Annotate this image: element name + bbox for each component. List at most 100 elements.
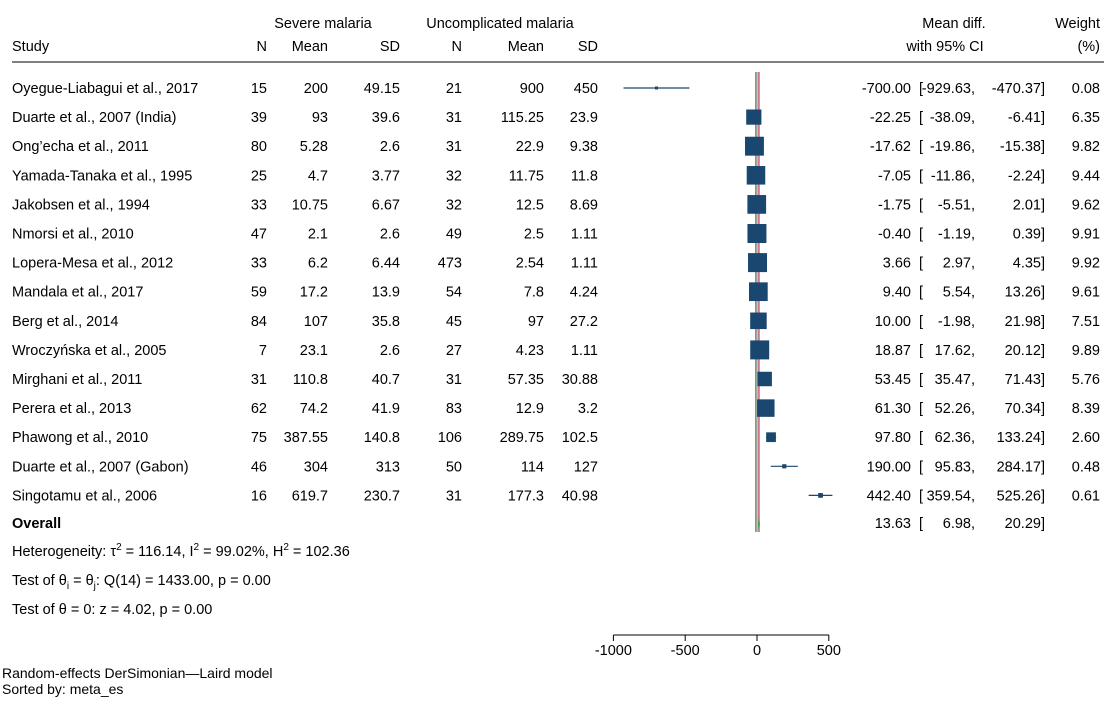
mean-uncomplicated: 11.75 <box>509 168 544 184</box>
mean-severe: 23.1 <box>300 343 328 359</box>
sd-uncomplicated: 11.8 <box>571 168 598 184</box>
effect-size: -700.00 <box>862 81 911 97</box>
n-uncomplicated: 49 <box>446 227 462 243</box>
ci-lower: 17.62, <box>935 343 975 359</box>
ci-lower: 52.26, <box>935 401 975 417</box>
effect-marker <box>745 136 764 156</box>
effect-size: -22.25 <box>870 110 911 126</box>
ci-upper: -6.41] <box>1008 110 1045 126</box>
mean-uncomplicated: 2.5 <box>524 227 544 243</box>
n-severe: 47 <box>251 227 267 243</box>
effect-size: 61.30 <box>875 401 911 417</box>
mean-severe: 6.2 <box>308 256 328 272</box>
sd-uncomplicated: 40.98 <box>562 488 598 504</box>
study-name: Wroczyńska et al., 2005 <box>12 343 166 359</box>
n-severe: 84 <box>251 314 267 330</box>
effect-size: 18.87 <box>875 343 911 359</box>
ci-lower: -929.63, <box>922 81 975 97</box>
footnote-model: Random-effects DerSimonian—Laird model <box>2 665 273 681</box>
header-weight-line1: Weight <box>1055 16 1100 32</box>
ci-lower: 62.36, <box>935 430 975 446</box>
effect-marker <box>748 282 768 302</box>
ci-upper: 13.26] <box>1005 285 1045 301</box>
effect-marker <box>746 166 766 185</box>
x-axis-tick-label: -500 <box>671 643 700 659</box>
sd-severe: 41.9 <box>372 401 400 417</box>
sd-severe: 6.67 <box>372 197 400 213</box>
sd-severe: 39.6 <box>372 110 400 126</box>
header-sd2: SD <box>578 39 598 55</box>
mean-uncomplicated: 12.5 <box>516 197 544 213</box>
effect-marker <box>747 224 767 243</box>
weight-value: 5.76 <box>1072 372 1100 388</box>
sd-uncomplicated: 1.11 <box>571 343 598 359</box>
mean-uncomplicated: 900 <box>520 81 544 97</box>
table-row: Oyegue-Liabagui et al., 2017 15 200 49.15 21… <box>12 81 1100 97</box>
effect-size: -0.40 <box>878 227 911 243</box>
n-severe: 80 <box>251 139 267 155</box>
ci-lower: -38.09, <box>930 110 975 126</box>
effect-marker <box>782 464 787 469</box>
study-name: Mirghani et al., 2011 <box>12 372 142 388</box>
table-row: Lopera-Mesa et al., 2012 33 6.2 6.44 473 2.54… <box>12 253 1100 273</box>
n-severe: 39 <box>251 110 267 126</box>
n-uncomplicated: 31 <box>446 110 462 126</box>
weight-value: 0.08 <box>1072 81 1100 97</box>
overall-label: Overall <box>12 516 61 532</box>
study-name: Duarte et al., 2007 (India) <box>12 110 176 126</box>
mean-uncomplicated: 22.9 <box>516 139 544 155</box>
ci-open-bracket: [ <box>919 168 923 184</box>
ci-open-bracket: [ <box>919 81 923 97</box>
study-name: Ong’echa et al., 2011 <box>12 139 149 155</box>
ci-upper: 4.35] <box>1013 256 1045 272</box>
ci-open-bracket: [ <box>919 343 923 359</box>
mean-severe: 4.7 <box>308 168 328 184</box>
table-row: Singotamu et al., 2006 16 619.7 230.7 31 177.… <box>12 488 1100 504</box>
mean-severe: 110.8 <box>293 372 328 388</box>
homogeneity-test-text: Test of θi = θj: Q(14) = 1433.00, p = 0.… <box>12 573 271 592</box>
n-uncomplicated: 31 <box>446 488 462 504</box>
weight-value: 9.91 <box>1072 227 1100 243</box>
ci-upper: 20.12] <box>1005 343 1045 359</box>
sd-uncomplicated: 1.11 <box>571 256 598 272</box>
weight-value: 0.61 <box>1072 488 1100 504</box>
ci-upper: 525.26] <box>997 488 1045 504</box>
effect-size: -7.05 <box>878 168 911 184</box>
sd-severe: 35.8 <box>372 314 400 330</box>
ci-lower: -11.86, <box>931 168 975 184</box>
ci-lower: 95.83, <box>935 459 975 475</box>
effect-marker <box>757 399 775 417</box>
table-row: Mandala et al., 2017 59 17.2 13.9 54 7.8 4.24 9… <box>12 282 1100 302</box>
ci-upper: -470.37] <box>992 81 1045 97</box>
sd-severe: 6.44 <box>372 256 400 272</box>
ci-open-bracket: [ <box>919 372 923 388</box>
n-uncomplicated: 54 <box>446 285 462 301</box>
study-name: Singotamu et al., 2006 <box>12 488 157 504</box>
sd-severe: 49.15 <box>364 81 400 97</box>
sd-uncomplicated: 102.5 <box>562 430 598 446</box>
study-name: Perera et al., 2013 <box>12 401 131 417</box>
sd-severe: 2.6 <box>380 343 400 359</box>
table-row: Nmorsi et al., 2010 47 2.1 2.6 49 2.5 1.11 -0.4… <box>12 224 1100 243</box>
effect-size: 9.40 <box>883 285 911 301</box>
table-row: Yamada-Tanaka et al., 1995 25 4.7 3.77 32 11.… <box>12 166 1100 185</box>
ci-open-bracket: [ <box>919 227 923 243</box>
study-name: Nmorsi et al., 2010 <box>12 227 134 243</box>
sd-uncomplicated: 27.2 <box>570 314 598 330</box>
n-severe: 33 <box>251 256 267 272</box>
mean-severe: 619.7 <box>292 488 328 504</box>
ci-lower: 35.47, <box>935 372 975 388</box>
effect-marker <box>750 340 770 360</box>
n-severe: 46 <box>251 459 267 475</box>
ci-open-bracket: [ <box>919 110 923 126</box>
study-name: Mandala et al., 2017 <box>12 285 143 301</box>
ci-lower: 2.97, <box>943 256 975 272</box>
study-name: Jakobsen et al., 1994 <box>12 197 150 213</box>
effect-marker <box>757 371 772 387</box>
mean-severe: 304 <box>304 459 328 475</box>
effect-marker <box>818 493 823 498</box>
n-severe: 16 <box>251 488 267 504</box>
header-study: Study <box>12 39 50 55</box>
n-severe: 25 <box>251 168 267 184</box>
